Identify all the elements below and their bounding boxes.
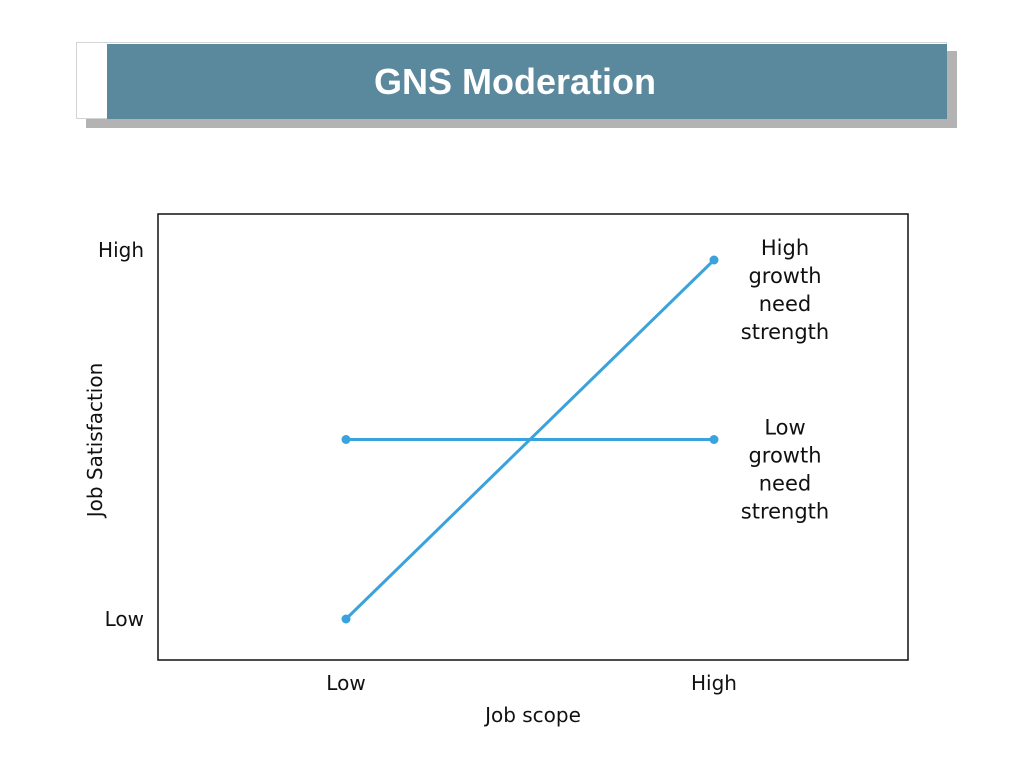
series-2-label: Low growth need strength — [741, 416, 829, 524]
slide-title: GNS Moderation — [373, 60, 656, 102]
x-tick-label-low: Low — [326, 671, 365, 695]
title-banner: GNS Moderation — [107, 44, 947, 119]
series-1-point-1 — [341, 614, 351, 624]
x-axis-label: Job scope — [483, 703, 581, 727]
series-1-point-2 — [709, 255, 719, 265]
series-label-layer: High growth need strength Low growth need stren… — [741, 236, 829, 524]
y-tick-label-high: High — [98, 238, 144, 262]
series-2-point-1 — [341, 435, 351, 444]
series-1-label: High growth need strength — [741, 236, 829, 344]
series-2-point-2 — [709, 435, 719, 444]
x-tick-label-high: High — [691, 671, 737, 695]
y-axis-label: Job Satisfaction — [83, 363, 107, 520]
series-layer — [341, 255, 719, 624]
y-tick-label-low: Low — [105, 607, 144, 631]
